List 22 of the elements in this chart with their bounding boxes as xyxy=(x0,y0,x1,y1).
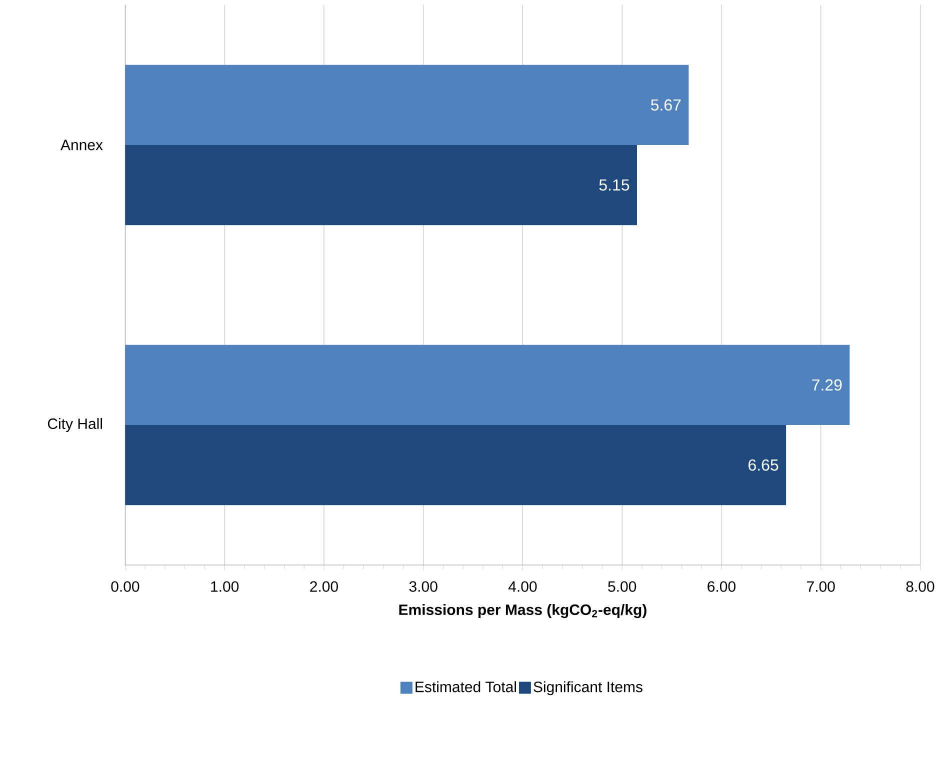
y-tick-label: Annex xyxy=(60,140,103,150)
bar xyxy=(125,65,689,146)
x-tick-label: 6.00 xyxy=(708,581,736,592)
x-tick-label: 1.00 xyxy=(211,581,239,592)
data-label: 5.67 xyxy=(650,100,681,111)
bar xyxy=(125,145,637,226)
x-tick-label: 4.00 xyxy=(508,581,537,592)
bar xyxy=(125,425,786,506)
x-tick-label: 5.00 xyxy=(608,581,636,592)
x-tick-label: 3.00 xyxy=(409,581,438,592)
legend-label: Estimated Total xyxy=(416,681,516,692)
data-label: 7.29 xyxy=(812,380,842,391)
data-label: 6.65 xyxy=(748,460,778,471)
bar xyxy=(125,345,850,426)
x-tick-label: 7.00 xyxy=(807,581,835,592)
x-tick-label: 2.00 xyxy=(310,581,338,592)
x-tick-label: 8.00 xyxy=(906,581,934,592)
x-axis-title: Emissions per Mass (kgCO$_{2}$-eq/kg) xyxy=(399,604,646,618)
y-tick-label: City Hall xyxy=(48,418,102,432)
x-tick-label: 0.00 xyxy=(111,581,140,592)
legend-label: Significant Items xyxy=(534,681,642,696)
data-label: 5.15 xyxy=(599,180,630,191)
